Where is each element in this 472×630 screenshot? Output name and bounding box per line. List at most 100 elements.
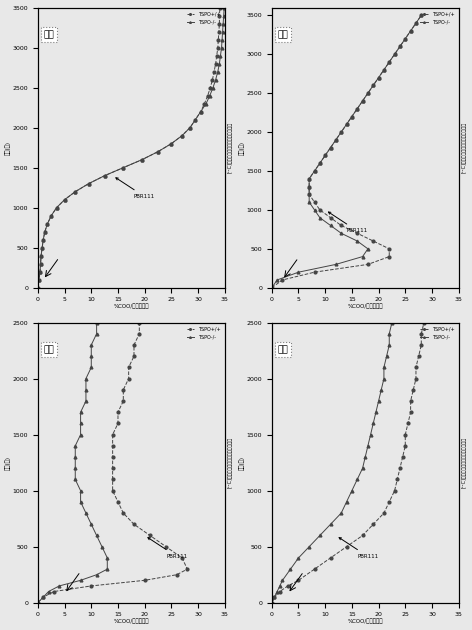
TSPO-/- (72, 188, 78, 195)
TSPO+/+ (419, 11, 424, 19)
TSPO+/+ (120, 386, 126, 394)
X-axis label: %COO/累積捕捉率: %COO/累積捕捉率 (347, 304, 383, 309)
TSPO-/- (306, 198, 312, 206)
TSPO+/+ (306, 175, 312, 183)
TSPO+/+ (344, 120, 349, 128)
TSPO-/- (88, 352, 94, 360)
TSPO+/+ (45, 220, 51, 227)
TSPO+/+ (120, 509, 126, 517)
TSPO-/- (198, 108, 203, 115)
TSPO-/- (38, 252, 44, 260)
TSPO-/- (371, 82, 376, 89)
TSPO-/- (365, 89, 371, 97)
TSPO-/- (338, 229, 344, 237)
TSPO+/+ (41, 593, 46, 601)
TSPO+/+ (36, 276, 42, 284)
TSPO-/- (354, 105, 360, 113)
TSPO-/- (362, 453, 368, 461)
TSPO+/+ (142, 576, 147, 584)
TSPO+/+ (397, 43, 403, 50)
TSPO+/+ (179, 554, 185, 562)
TSPO-/- (78, 408, 84, 416)
TSPO+/+ (328, 554, 333, 562)
X-axis label: %COO/累積捕捉率: %COO/累積捕捉率 (347, 619, 383, 624)
TSPO-/- (306, 190, 312, 198)
TSPO-/- (139, 156, 145, 163)
TSPO-/- (120, 164, 126, 171)
TSPO+/+ (419, 341, 424, 349)
TSPO+/+ (210, 76, 215, 83)
TSPO-/- (78, 420, 84, 427)
Y-axis label: 時間(秒): 時間(秒) (6, 140, 11, 154)
TSPO-/- (317, 214, 323, 222)
TSPO+/+ (413, 375, 419, 382)
TSPO-/- (42, 228, 48, 236)
TSPO+/+ (277, 588, 283, 595)
TSPO+/+ (395, 476, 400, 483)
TSPO+/+ (354, 105, 360, 113)
TSPO-/- (328, 520, 333, 528)
TSPO-/- (269, 284, 275, 292)
Line: TSPO+/+: TSPO+/+ (36, 6, 221, 289)
TSPO-/- (333, 136, 339, 144)
TSPO-/- (94, 571, 100, 578)
TSPO-/- (306, 183, 312, 190)
TSPO-/- (368, 431, 373, 438)
TSPO-/- (338, 509, 344, 517)
TSPO+/+ (163, 543, 169, 551)
TSPO+/+ (419, 330, 424, 338)
TSPO-/- (35, 599, 41, 607)
TSPO+/+ (403, 431, 408, 438)
Line: TSPO-/-: TSPO-/- (270, 14, 423, 289)
TSPO-/- (287, 565, 293, 573)
TSPO+/+ (387, 245, 392, 253)
TSPO+/+ (136, 319, 142, 326)
TSPO-/- (102, 172, 108, 180)
TSPO-/- (328, 222, 333, 229)
TSPO+/+ (115, 420, 121, 427)
TSPO-/- (360, 253, 365, 260)
TSPO-/- (379, 386, 384, 394)
TSPO-/- (397, 43, 403, 50)
TSPO-/- (344, 498, 349, 506)
TSPO+/+ (72, 188, 78, 195)
TSPO-/- (39, 244, 45, 251)
TSPO-/- (413, 20, 419, 27)
TSPO+/+ (110, 464, 116, 472)
TSPO+/+ (110, 487, 116, 495)
TSPO+/+ (269, 599, 275, 607)
TSPO+/+ (217, 4, 223, 11)
TSPO-/- (354, 476, 360, 483)
TSPO-/- (322, 152, 328, 159)
Text: 副賢: 副賢 (43, 345, 54, 354)
TSPO+/+ (328, 214, 333, 222)
TSPO-/- (45, 220, 51, 227)
TSPO+/+ (41, 236, 46, 243)
TSPO+/+ (365, 261, 371, 268)
TSPO-/- (83, 386, 89, 394)
TSPO+/+ (131, 520, 137, 528)
TSPO-/- (387, 330, 392, 338)
TSPO-/- (360, 97, 365, 105)
TSPO+/+ (202, 100, 207, 107)
TSPO-/- (219, 44, 224, 52)
TSPO-/- (83, 509, 89, 517)
TSPO-/- (49, 212, 54, 219)
TSPO-/- (384, 352, 389, 360)
TSPO+/+ (139, 156, 145, 163)
TSPO+/+ (38, 252, 44, 260)
TSPO-/- (373, 408, 379, 416)
TSPO+/+ (312, 565, 317, 573)
TSPO+/+ (214, 52, 219, 59)
TSPO-/- (88, 341, 94, 349)
TSPO+/+ (360, 97, 365, 105)
TSPO-/- (381, 66, 387, 74)
Legend: TSPO+/+, TSPO-/-: TSPO+/+, TSPO-/- (419, 10, 456, 26)
TSPO-/- (392, 50, 397, 58)
Y-axis label: 時間(秒): 時間(秒) (239, 140, 245, 154)
X-axis label: %COO/累積捕捉率: %COO/累積捕捉率 (114, 304, 149, 309)
TSPO+/+ (88, 582, 94, 590)
TSPO-/- (88, 364, 94, 371)
TSPO-/- (83, 398, 89, 405)
TSPO-/- (94, 532, 100, 539)
